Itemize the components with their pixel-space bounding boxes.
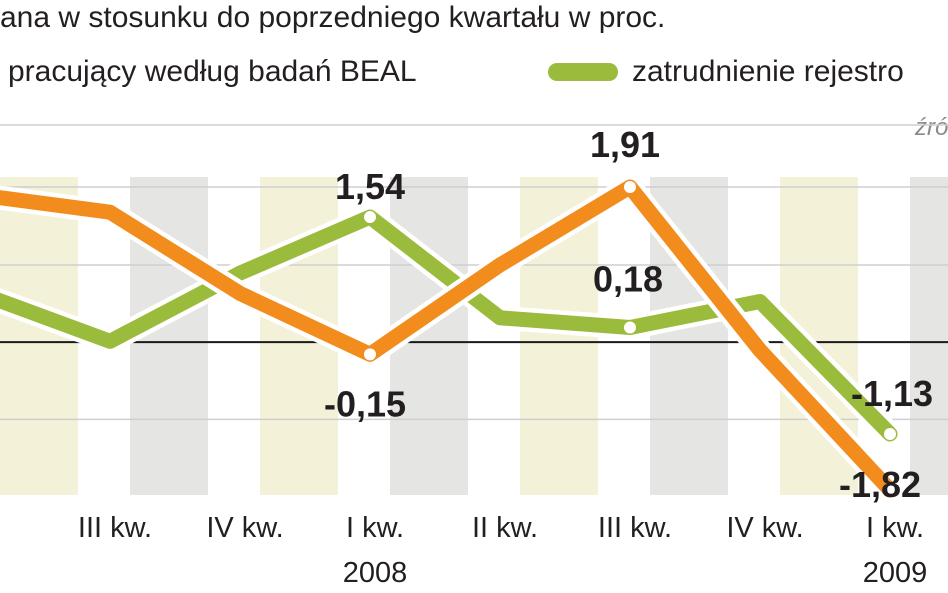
legend-swatch-series2: [548, 63, 618, 81]
x-tick-label-2: IV kw.: [206, 512, 283, 544]
legend-label-series1: pracujący według badań BEAL: [8, 55, 417, 88]
year-label-1: 2008: [343, 557, 408, 589]
data-point-1-7: [884, 427, 896, 440]
x-tick-label-4: II kw.: [472, 512, 538, 544]
data-point-1-5: [624, 321, 636, 334]
data-label-1-7: -1,13: [851, 373, 933, 414]
x-tick-label-3: I kw.: [346, 512, 404, 544]
data-point-0-7: [884, 484, 896, 496]
series-line-0: [0, 179, 898, 498]
chart-subtitle: ana w stosunku do poprzedniego kwartału …: [0, 1, 666, 34]
band-7: [910, 177, 948, 495]
source-note: źró: [915, 114, 948, 141]
legend-label-series2: zatrudnienie rejestro: [632, 55, 904, 88]
x-tick-label-1: III kw.: [78, 512, 152, 544]
data-label-0-5: 1,91: [590, 124, 660, 165]
x-tick-label-5: III kw.: [598, 512, 672, 544]
data-label-0-7: -1,82: [839, 464, 921, 505]
data-point-0-3: [364, 348, 376, 361]
year-label-2: 2009: [863, 557, 928, 589]
data-point-0-5: [624, 181, 636, 193]
data-point-1-3: [364, 211, 376, 224]
x-tick-label-7: I kw.: [866, 512, 924, 544]
data-label-0-3: -0,15: [324, 383, 406, 424]
data-label-1-5: 0,18: [593, 259, 663, 300]
x-tick-label-6: IV kw.: [726, 512, 803, 544]
data-label-1-3: 1,54: [335, 166, 405, 207]
